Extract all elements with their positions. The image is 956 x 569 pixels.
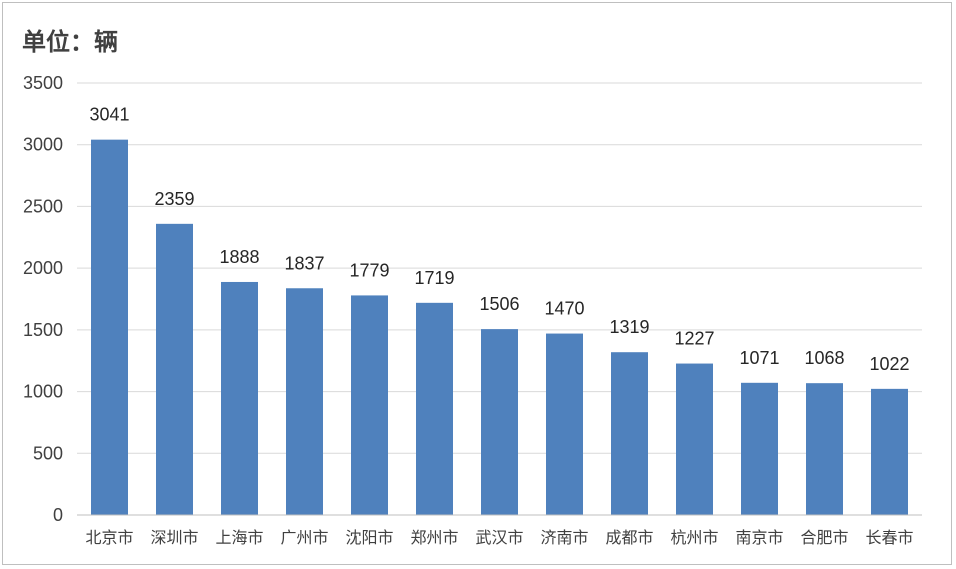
y-tick-label: 3500 bbox=[23, 73, 63, 93]
y-tick-label: 2000 bbox=[23, 258, 63, 278]
x-axis-categories: 北京市 深圳市 上海市 广州市 沈阳市 郑州市 武汉市 济南市 成都市 杭州市 南京市 合肥市 长春市 bbox=[85, 528, 913, 547]
category-label: 杭州市 bbox=[670, 528, 718, 547]
bar bbox=[286, 288, 323, 515]
bars bbox=[91, 139, 908, 515]
y-tick-label: 1000 bbox=[23, 382, 63, 402]
data-label: 1506 bbox=[479, 294, 519, 314]
category-label: 深圳市 bbox=[150, 528, 198, 547]
bar bbox=[91, 139, 128, 515]
bar bbox=[611, 352, 648, 515]
category-label: 合肥市 bbox=[800, 528, 848, 547]
y-tick-label: 2500 bbox=[23, 196, 63, 216]
data-label: 1719 bbox=[414, 268, 454, 288]
data-label: 2359 bbox=[154, 189, 194, 209]
data-label: 1319 bbox=[609, 317, 649, 337]
category-label: 南京市 bbox=[735, 528, 783, 547]
data-labels: 3041 2359 1888 1837 1779 1719 1506 1470 1319 1227… bbox=[89, 105, 909, 374]
data-label: 1779 bbox=[349, 260, 389, 280]
data-label: 1470 bbox=[544, 299, 584, 319]
bar bbox=[741, 382, 778, 515]
bar bbox=[416, 302, 453, 515]
category-label: 沈阳市 bbox=[345, 528, 393, 547]
bar bbox=[806, 383, 843, 515]
data-label: 1071 bbox=[739, 348, 779, 368]
data-label: 1068 bbox=[804, 348, 844, 368]
category-label: 广州市 bbox=[280, 528, 328, 547]
y-tick-label: 0 bbox=[53, 505, 63, 525]
y-tick-label: 500 bbox=[33, 443, 63, 463]
y-tick-label: 1500 bbox=[23, 320, 63, 340]
category-label: 武汉市 bbox=[475, 528, 523, 547]
y-axis-ticks: 0 500 1000 1500 2000 2500 3000 3500 bbox=[23, 73, 63, 525]
data-label: 3041 bbox=[89, 105, 129, 125]
data-label: 1888 bbox=[219, 247, 259, 267]
unit-label: 单位：辆 bbox=[22, 27, 118, 56]
data-label: 1837 bbox=[284, 253, 324, 273]
category-label: 上海市 bbox=[215, 528, 263, 547]
bar bbox=[351, 295, 388, 515]
bar bbox=[546, 333, 583, 515]
category-label: 成都市 bbox=[605, 528, 653, 547]
category-label: 北京市 bbox=[85, 528, 133, 547]
bar bbox=[481, 329, 518, 515]
y-tick-label: 3000 bbox=[23, 135, 63, 155]
bar bbox=[221, 281, 258, 515]
data-label: 1022 bbox=[869, 354, 909, 374]
bar bbox=[871, 388, 908, 515]
bar bbox=[676, 363, 713, 515]
bar bbox=[156, 223, 193, 515]
category-label: 长春市 bbox=[865, 528, 913, 547]
data-label: 1227 bbox=[674, 329, 714, 349]
category-label: 郑州市 bbox=[410, 528, 458, 547]
category-label: 济南市 bbox=[540, 528, 588, 547]
